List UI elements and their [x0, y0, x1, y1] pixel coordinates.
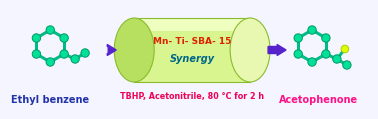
Circle shape	[308, 26, 316, 34]
Circle shape	[343, 61, 351, 69]
Text: TBHP, Acetonitrile, 80 °C for 2 h: TBHP, Acetonitrile, 80 °C for 2 h	[120, 92, 264, 101]
Circle shape	[60, 34, 68, 42]
FancyArrow shape	[268, 45, 286, 55]
Bar	[134, 18, 250, 82]
FancyArrow shape	[107, 45, 116, 55]
Circle shape	[294, 34, 302, 42]
Bar	[134, 18, 250, 31]
Circle shape	[32, 50, 40, 58]
Circle shape	[322, 50, 330, 58]
Circle shape	[294, 50, 302, 58]
Circle shape	[341, 45, 349, 53]
Text: Acetophenone: Acetophenone	[279, 95, 358, 105]
Circle shape	[32, 34, 40, 42]
Circle shape	[71, 55, 79, 63]
Circle shape	[46, 26, 54, 34]
Circle shape	[60, 50, 68, 58]
Circle shape	[46, 58, 54, 66]
Text: Ethyl benzene: Ethyl benzene	[11, 95, 89, 105]
Text: Mn- Ti- SBA- 15: Mn- Ti- SBA- 15	[153, 37, 231, 47]
Circle shape	[333, 55, 341, 63]
Circle shape	[322, 34, 330, 42]
Text: Synergy: Synergy	[170, 54, 215, 64]
Ellipse shape	[114, 18, 154, 82]
Circle shape	[81, 49, 89, 57]
Ellipse shape	[230, 18, 270, 82]
Circle shape	[308, 58, 316, 66]
